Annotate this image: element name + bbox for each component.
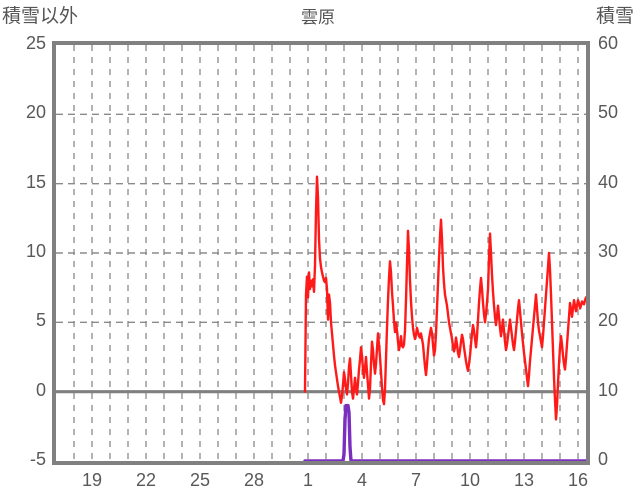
data-line-snow-depth xyxy=(303,403,586,461)
plot-inner xyxy=(56,45,586,461)
left-axis-unit-label: 積雪以外 xyxy=(2,6,79,27)
x-axis-tick: 7 xyxy=(410,470,422,490)
page-title: 雲原 xyxy=(301,8,335,27)
y-axis-tick-left: 10 xyxy=(25,241,46,261)
y-axis-tick-left: -5 xyxy=(29,449,46,469)
x-axis-tick: 1 xyxy=(302,470,314,490)
x-axis-tick: 25 xyxy=(189,470,211,490)
x-axis-tick: 13 xyxy=(513,470,535,490)
x-axis-tick: 28 xyxy=(243,470,265,490)
y-axis-tick-right: 50 xyxy=(598,102,619,123)
x-axis-tick: 4 xyxy=(356,470,368,490)
y-axis-tick-left: 25 xyxy=(25,33,46,53)
x-axis-tick: 19 xyxy=(81,470,103,490)
y-axis-tick-left: 0 xyxy=(35,379,46,400)
y-axis-tick-left: 5 xyxy=(35,310,46,331)
y-axis-tick-right: 60 xyxy=(598,33,619,53)
y-axis-tick-left: 15 xyxy=(25,171,46,192)
y-axis-tick-left: 20 xyxy=(25,102,46,123)
x-axis-tick: 10 xyxy=(459,470,481,490)
x-axis-tick: 16 xyxy=(567,470,589,490)
right-axis-unit-label: 積雪 xyxy=(595,6,634,27)
chart-svg xyxy=(56,45,586,461)
x-axis-tick: 22 xyxy=(135,470,157,490)
y-axis-tick-right: 30 xyxy=(598,241,619,261)
y-axis-tick-right: 0 xyxy=(598,449,609,469)
y-axis-tick-right: 20 xyxy=(598,310,619,331)
plot-area xyxy=(52,41,590,465)
data-line-precipitation xyxy=(303,175,586,421)
y-axis-tick-right: 40 xyxy=(598,171,619,192)
y-axis-tick-right: 10 xyxy=(598,379,619,400)
